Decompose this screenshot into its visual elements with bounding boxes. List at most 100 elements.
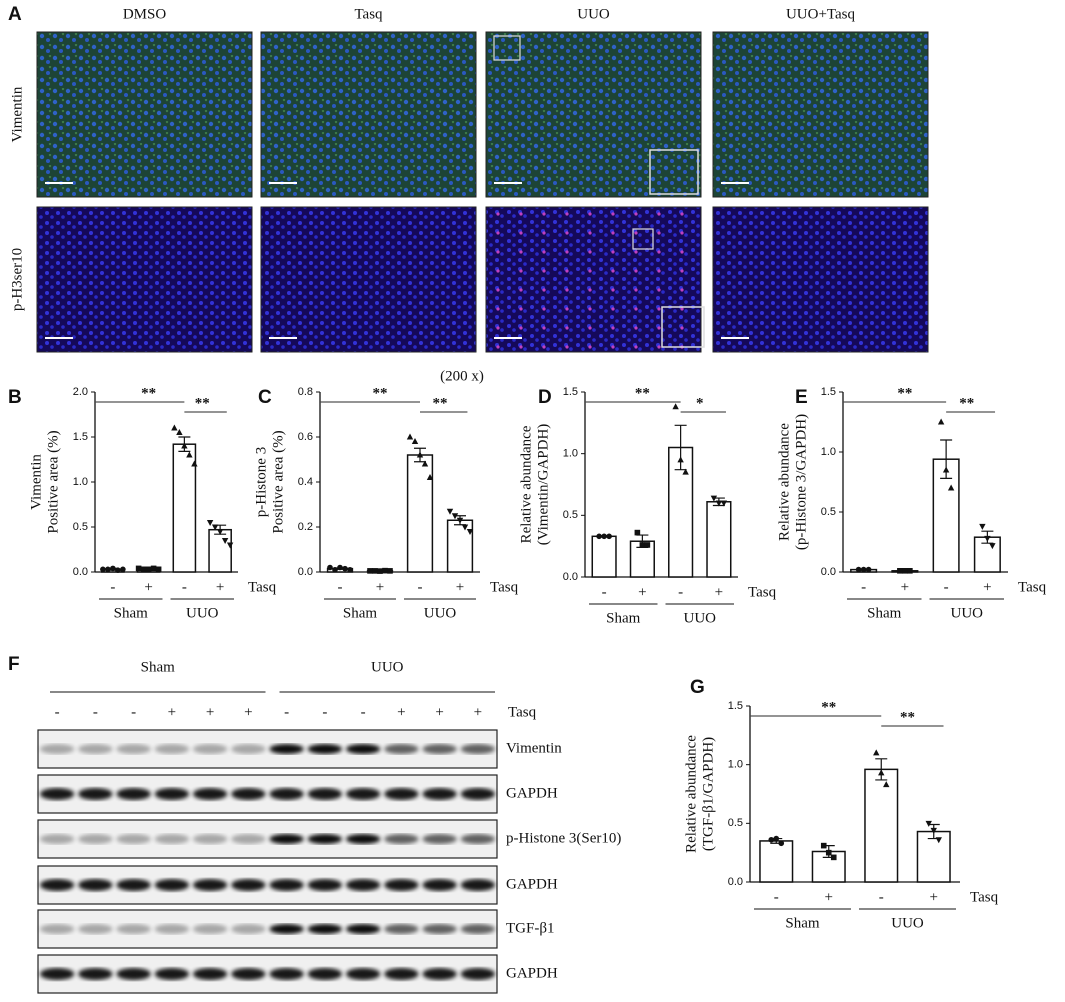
- lane-sign: +: [244, 704, 252, 720]
- data-point: [382, 567, 388, 574]
- y-tick-label: 0.0: [563, 571, 578, 583]
- y-tick-label: 0.0: [728, 876, 743, 888]
- blot-band: [384, 924, 419, 934]
- blot-band: [345, 924, 381, 934]
- blot-band: [422, 834, 457, 844]
- blot-strip: [37, 774, 498, 814]
- x-tick-label: +: [144, 579, 152, 595]
- blot-band: [231, 834, 266, 844]
- data-point: [830, 854, 837, 861]
- y-axis-label: p-Histone 3: [253, 447, 269, 517]
- blot-band: [307, 744, 343, 754]
- data-point: [135, 565, 142, 572]
- data-point: [446, 508, 454, 515]
- significance-label: *: [696, 395, 704, 411]
- data-point: [865, 566, 872, 573]
- data-point: [406, 433, 414, 440]
- y-tick-label: 1.5: [563, 386, 578, 398]
- y-axis-label: Vimentin: [28, 454, 44, 510]
- data-point: [937, 418, 945, 425]
- blot-band: [345, 879, 381, 891]
- x-tick-label: +: [901, 579, 909, 595]
- bar: [208, 528, 232, 573]
- group-label: UUO: [424, 605, 457, 621]
- data-point: [778, 840, 785, 847]
- micrograph: [36, 31, 253, 198]
- data-point: [416, 451, 424, 458]
- column-title: Tasq: [354, 6, 383, 22]
- y-tick-label: 0.0: [298, 566, 313, 578]
- x-tick-label: -: [678, 584, 683, 600]
- blot-band: [116, 924, 151, 934]
- group-label: UUO: [891, 915, 924, 931]
- data-point: [387, 568, 393, 574]
- x-tick-label: -: [418, 579, 423, 595]
- blot-strip: [37, 865, 498, 905]
- blot-band: [116, 788, 151, 800]
- data-point: [855, 566, 862, 573]
- data-point: [715, 500, 723, 507]
- data-point: [226, 542, 234, 549]
- bar: [759, 840, 794, 883]
- data-point: [979, 523, 986, 530]
- panel-label: G: [690, 677, 705, 698]
- data-point: [421, 460, 429, 467]
- data-point: [110, 565, 116, 572]
- y-tick-label: 0.2: [298, 521, 313, 533]
- data-point: [935, 837, 942, 844]
- bar: [864, 768, 899, 883]
- blot-band: [78, 968, 113, 980]
- significance-label: **: [433, 395, 448, 411]
- data-point: [342, 565, 348, 572]
- inset-box: [649, 149, 699, 195]
- x-tick-label: +: [715, 584, 723, 600]
- micrograph: [485, 206, 702, 353]
- data-point: [596, 533, 602, 540]
- y-tick-label: 0.5: [73, 521, 88, 533]
- data-point: [989, 543, 996, 550]
- micrograph: [712, 206, 929, 353]
- row-title: p-H3ser10: [9, 248, 25, 311]
- inset-box: [632, 228, 654, 250]
- data-point: [883, 781, 890, 788]
- data-point: [150, 565, 157, 572]
- panel-label: C: [258, 387, 272, 408]
- data-point: [878, 769, 885, 776]
- data-point: [768, 836, 775, 843]
- data-point: [639, 542, 646, 548]
- blot-strip: [37, 729, 498, 769]
- blot-band: [269, 744, 304, 754]
- data-point: [825, 849, 832, 856]
- blot-band: [192, 924, 228, 934]
- y-tick-label: 1.0: [821, 446, 836, 458]
- blot-strip: [37, 954, 498, 994]
- data-point: [984, 535, 991, 542]
- blot-band: [384, 834, 419, 844]
- y-tick-label: 1.5: [821, 386, 836, 398]
- blot-band: [192, 788, 228, 800]
- blot-band: [78, 834, 113, 844]
- lane-sign: -: [55, 704, 60, 720]
- data-point: [206, 520, 214, 526]
- panel-label: B: [8, 387, 22, 408]
- y-tick-label: 0.8: [298, 386, 313, 398]
- micrograph: [36, 206, 253, 353]
- data-point: [461, 524, 469, 531]
- panel-label: D: [538, 387, 552, 408]
- data-point: [902, 568, 908, 574]
- x-tick-label: +: [216, 579, 224, 595]
- blot-band: [422, 924, 457, 934]
- blot-label: GAPDH: [506, 785, 558, 801]
- y-tick-label: 1.0: [563, 448, 578, 460]
- blot-strip: [37, 909, 498, 949]
- blot-band: [345, 744, 381, 754]
- panel-label: A: [8, 4, 22, 25]
- y-tick-label: 1.0: [728, 759, 743, 771]
- blot-band: [39, 924, 75, 934]
- blot-band: [460, 834, 496, 844]
- blot-band: [345, 968, 381, 980]
- blot-band: [116, 834, 151, 844]
- blot-band: [78, 744, 113, 754]
- data-point: [644, 542, 651, 548]
- significance-label: **: [959, 395, 974, 411]
